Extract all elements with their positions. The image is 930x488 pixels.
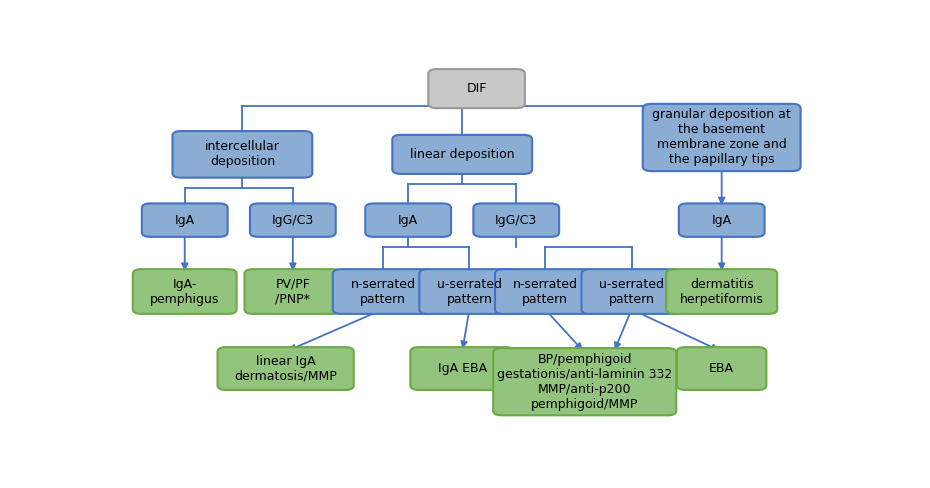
Text: IgG/C3: IgG/C3 bbox=[272, 214, 314, 226]
Text: linear IgA
dermatosis/MMP: linear IgA dermatosis/MMP bbox=[234, 355, 337, 383]
FancyBboxPatch shape bbox=[245, 269, 341, 314]
Text: dermatitis
herpetiformis: dermatitis herpetiformis bbox=[680, 278, 764, 305]
FancyBboxPatch shape bbox=[410, 347, 514, 390]
Text: IgG/C3: IgG/C3 bbox=[495, 214, 538, 226]
FancyBboxPatch shape bbox=[365, 203, 451, 237]
Text: IgA: IgA bbox=[175, 214, 194, 226]
Text: n-serrated
pattern: n-serrated pattern bbox=[351, 278, 416, 305]
FancyBboxPatch shape bbox=[643, 104, 801, 171]
FancyBboxPatch shape bbox=[429, 69, 525, 108]
Text: intercellular
deposition: intercellular deposition bbox=[205, 141, 280, 168]
Text: DIF: DIF bbox=[467, 82, 486, 95]
Text: u-serrated
pattern: u-serrated pattern bbox=[437, 278, 502, 305]
FancyBboxPatch shape bbox=[495, 269, 595, 314]
FancyBboxPatch shape bbox=[172, 131, 312, 178]
FancyBboxPatch shape bbox=[250, 203, 336, 237]
FancyBboxPatch shape bbox=[142, 203, 228, 237]
Text: EBA: EBA bbox=[710, 362, 734, 375]
Text: u-serrated
pattern: u-serrated pattern bbox=[599, 278, 664, 305]
Text: IgA-
pemphigus: IgA- pemphigus bbox=[150, 278, 219, 305]
FancyBboxPatch shape bbox=[493, 348, 676, 415]
FancyBboxPatch shape bbox=[218, 347, 353, 390]
Text: linear deposition: linear deposition bbox=[410, 148, 514, 161]
Text: granular deposition at
the basement
membrane zone and
the papillary tips: granular deposition at the basement memb… bbox=[652, 108, 791, 166]
FancyBboxPatch shape bbox=[333, 269, 433, 314]
Text: n-serrated
pattern: n-serrated pattern bbox=[512, 278, 578, 305]
Text: IgA: IgA bbox=[711, 214, 732, 226]
Text: IgA EBA: IgA EBA bbox=[438, 362, 486, 375]
Text: IgA: IgA bbox=[398, 214, 419, 226]
FancyBboxPatch shape bbox=[133, 269, 236, 314]
FancyBboxPatch shape bbox=[677, 347, 766, 390]
Text: BP/pemphigoid
gestationis/anti-laminin 332
MMP/anti-p200
pemphigoid/MMP: BP/pemphigoid gestationis/anti-laminin 3… bbox=[498, 353, 672, 411]
FancyBboxPatch shape bbox=[666, 269, 777, 314]
FancyBboxPatch shape bbox=[473, 203, 559, 237]
FancyBboxPatch shape bbox=[581, 269, 682, 314]
FancyBboxPatch shape bbox=[679, 203, 764, 237]
Text: PV/PF
/PNP*: PV/PF /PNP* bbox=[275, 278, 311, 305]
FancyBboxPatch shape bbox=[392, 135, 532, 174]
FancyBboxPatch shape bbox=[419, 269, 520, 314]
